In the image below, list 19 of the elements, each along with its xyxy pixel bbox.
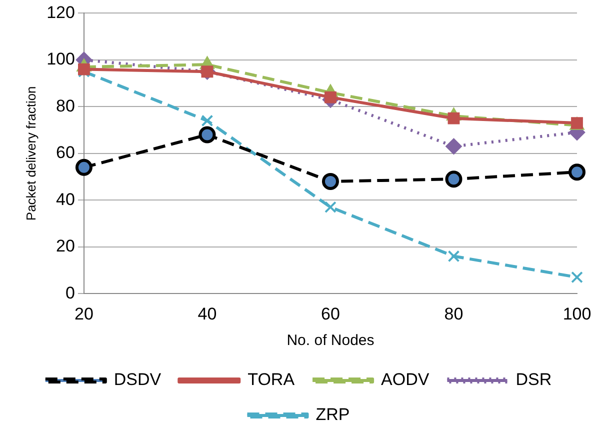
y-tick-label: 0 [65, 283, 75, 302]
y-tick-label: 120 [46, 2, 75, 22]
x-axis-title: No. of Nodes [286, 332, 374, 350]
x-tick-label: 20 [74, 304, 94, 324]
legend-label: AODV [381, 370, 430, 390]
y-tick-label: 100 [46, 50, 75, 69]
y-tick-label: 40 [56, 190, 75, 209]
x-tick-label: 80 [444, 304, 464, 324]
legend-label: TORA [248, 370, 296, 390]
y-tick-label: 20 [56, 236, 75, 256]
legend-label: DSR [516, 370, 552, 390]
y-axis-title: Packet delivery fraction [23, 86, 38, 221]
x-tick-label: 60 [321, 304, 340, 324]
legend-label: ZRP [316, 405, 350, 424]
x-tick-label: 100 [562, 304, 592, 324]
y-tick-label: 60 [56, 143, 75, 162]
y-tick-label: 80 [56, 96, 75, 116]
x-tick-label: 40 [198, 304, 217, 324]
legend-label: DSDV [114, 370, 162, 390]
